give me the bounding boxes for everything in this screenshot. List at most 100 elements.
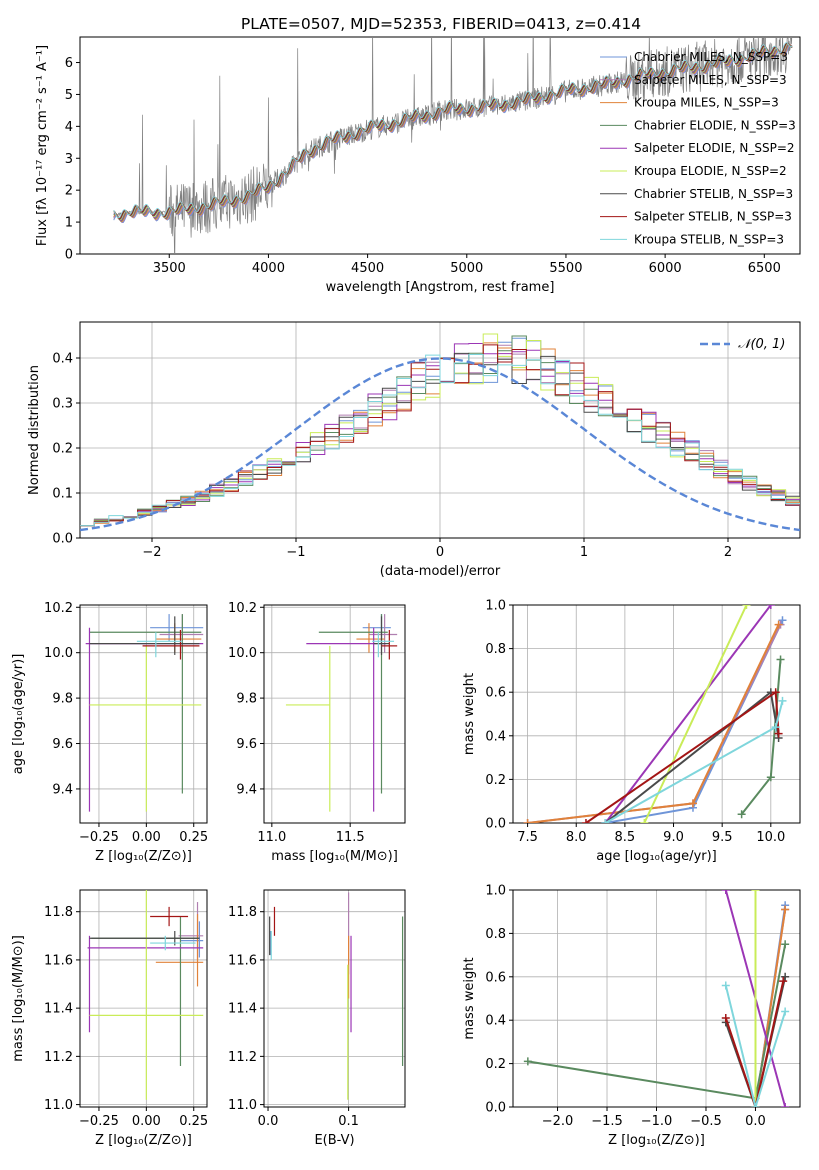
plot-layer: 3500 4000 4500 5000 5500 6000 6500 0 1 2 3 4 5 6 wavel…: [11, 36, 801, 1148]
weight-line-kroupa_stelib: [724, 985, 787, 1107]
weight-marker-kroupa_stelib: [601, 819, 610, 823]
weight-line-salpeter_stelib: [724, 980, 785, 1107]
y-tick-label: 10.2: [44, 601, 73, 616]
weight-marker-chabrier_elodie: [523, 1057, 532, 1066]
weight-marker-salpeter_elodie: [721, 890, 730, 894]
y-tick-label: 9.6: [52, 737, 73, 752]
x-tick-label: 0.25: [179, 830, 208, 845]
y-tick-label: 5: [65, 88, 73, 103]
x-tick-label: 0.1: [338, 1114, 359, 1129]
age_vs_mass-points: [285, 614, 398, 812]
x-tick-label: −0.25: [79, 1114, 119, 1129]
weight-line-chabrier_elodie: [740, 659, 782, 815]
legend-label: Kroupa STELIB, N_SSP=3: [634, 232, 784, 246]
x-tick-label: 0.0: [258, 1114, 279, 1129]
weight-marker-kroupa_stelib: [771, 723, 780, 732]
x-tick-label: 6500: [748, 261, 781, 276]
weight-marker-kroupa_elodie: [751, 890, 760, 894]
axes-frame: [263, 889, 406, 1108]
x-tick-label: 0.00: [132, 830, 161, 845]
y-tick-label: 9.6: [236, 737, 257, 752]
y-tick-label: 11.2: [228, 1050, 257, 1065]
weight_vs_Z-axes: −2.0 −1.5 −1.0 −0.5 0.0 0.0 0.2 0.4 0.6 0.8 1.0 Z […: [462, 884, 801, 1148]
weight-marker-chabrier_miles: [778, 616, 787, 625]
y-tick-label: 0: [65, 248, 73, 263]
y-tick-label: 0.8: [485, 642, 506, 657]
x-axis-label: (data-model)/error: [380, 564, 501, 579]
mass_vs_ebv-axes: 0.0 0.1 11.0 11.2 11.4 11.6 11.8 E(B-V): [228, 889, 406, 1148]
x-tick-label: −2.0: [542, 1114, 574, 1129]
x-tick-label: 3500: [153, 261, 186, 276]
weight-line-salpeter_elodie: [604, 605, 772, 823]
x-tick-label: 7.5: [517, 830, 538, 845]
weight-marker-salpeter_elodie: [766, 605, 775, 609]
y-tick-label: 0.0: [485, 817, 506, 832]
x-axis-label: E(B-V): [314, 1133, 354, 1148]
x-axis-label: Z [log₁₀(Z/Z⊙)]: [95, 849, 192, 864]
weight_vs_age-axes: 7.5 8.0 8.5 9.0 9.5 10.0 0.0 0.2 0.4 0.6 0.8 1.0 age…: [462, 599, 801, 864]
weight-marker-kroupa_miles: [781, 905, 790, 914]
spectrum-axes: 3500 4000 4500 5000 5500 6000 6500 0 1 2 3 4 5 6 wavel…: [35, 36, 801, 295]
weight-marker-kroupa_miles: [523, 819, 532, 823]
x-tick-label: 4000: [252, 261, 285, 276]
y-tick-label: 11.2: [44, 1050, 73, 1065]
axes-frame: [263, 604, 406, 824]
x-tick-label: 5500: [549, 261, 582, 276]
y-tick-label: 10.0: [228, 646, 257, 661]
legend-label: Kroupa MILES, N_SSP=3: [634, 96, 779, 110]
x-tick-label: 4500: [351, 261, 384, 276]
weight-marker-salpeter_stelib: [721, 1014, 730, 1023]
weight-marker-salpeter_stelib: [779, 977, 788, 986]
weight-marker-salpeter_stelib: [581, 819, 590, 823]
x-tick-label: −1: [286, 545, 305, 560]
y-tick-label: 11.8: [44, 905, 73, 920]
axes-frame: [79, 604, 208, 824]
weight-line-salpeter_miles: [527, 624, 782, 823]
x-tick-label: −0.5: [690, 1114, 722, 1129]
y-tick-label: 11.6: [228, 953, 257, 968]
x-tick-label: −0.25: [79, 830, 119, 845]
y-tick-label: 0.4: [485, 1014, 506, 1029]
y-tick-label: 0.2: [485, 773, 506, 788]
legend-label: Chabrier ELODIE, N_SSP=3: [634, 118, 796, 132]
x-axis-label: Z [log₁₀(Z/Z⊙)]: [95, 1133, 192, 1148]
weight-marker-salpeter_elodie: [781, 1103, 790, 1107]
y-tick-label: 11.8: [228, 905, 257, 920]
x-tick-label: 6000: [649, 261, 682, 276]
y-tick-label: 0.0: [485, 1101, 506, 1116]
x-tick-label: 9.5: [712, 830, 733, 845]
x-tick-label: −1.0: [641, 1114, 673, 1129]
x-tick-label: 1: [580, 545, 588, 560]
y-axis-label: Flux [fλ 10⁻¹⁷ erg cm⁻² s⁻¹ A⁻¹]: [35, 45, 50, 246]
model-spectrum-kroupa_stelib: [113, 42, 793, 219]
y-tick-label: 9.4: [52, 782, 73, 797]
y-axis-label: mass weight: [462, 673, 477, 755]
y-tick-label: 1.0: [485, 599, 506, 614]
y-tick-label: 0.2: [485, 1057, 506, 1072]
spectrum-curves: [113, 37, 793, 254]
x-tick-label: 5000: [450, 261, 483, 276]
x-tick-label: 8.5: [615, 830, 636, 845]
legend-label: Chabrier MILES, N_SSP=3: [634, 50, 788, 64]
weight-marker-kroupa_elodie: [742, 605, 751, 609]
y-tick-label: 3: [65, 152, 73, 167]
x-axis-label: mass [log₁₀(M/M⊙)]: [271, 849, 398, 864]
y-tick-label: 11.0: [44, 1098, 73, 1113]
gaussian-curve: [80, 357, 800, 532]
weight-marker-kroupa_miles: [688, 799, 697, 808]
x-tick-label: −2: [142, 545, 161, 560]
x-tick-label: 11.0: [257, 830, 286, 845]
weight-marker-salpeter_stelib: [774, 729, 783, 738]
x-tick-label: 0.0: [745, 1114, 766, 1129]
weight-marker-salpeter_stelib: [771, 688, 780, 697]
weight-marker-kroupa_stelib: [781, 1007, 790, 1016]
legend-label: Kroupa ELODIE, N_SSP=2: [634, 164, 787, 178]
weight-marker-kroupa_stelib: [778, 696, 787, 705]
axes-frame: [512, 604, 801, 824]
y-tick-label: 11.0: [228, 1098, 257, 1113]
y-tick-label: 0.1: [52, 487, 73, 502]
y-tick-label: 1.0: [485, 884, 506, 899]
histograms: [80, 333, 800, 532]
y-tick-label: 9.8: [236, 692, 257, 707]
y-tick-label: 0.6: [485, 970, 506, 985]
